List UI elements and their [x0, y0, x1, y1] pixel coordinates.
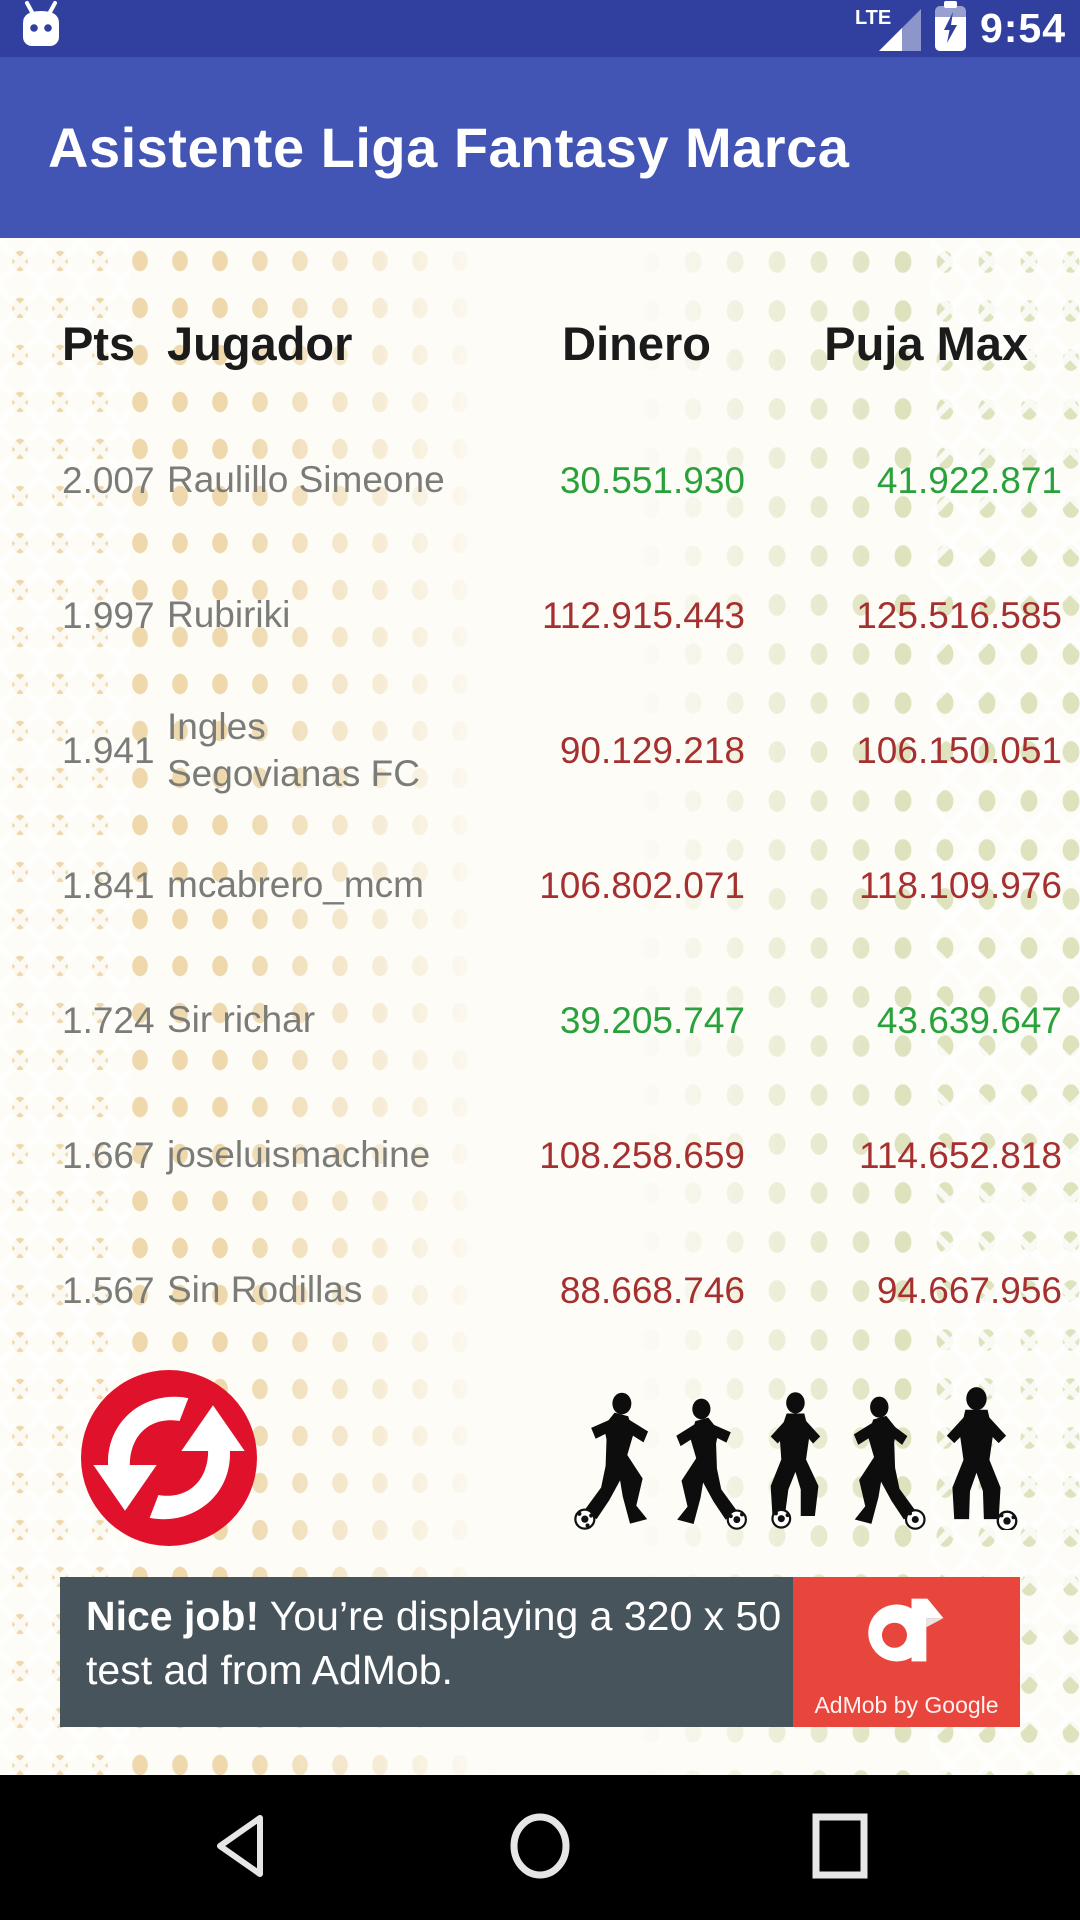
player-name: Raulillo Simeone — [167, 459, 445, 501]
header-max-bid: Puja Max — [824, 317, 1028, 370]
player-points: 1.841 — [62, 864, 155, 906]
player-money: 88.668.746 — [559, 1269, 745, 1311]
ad-brand-panel: AdMob by Google — [793, 1577, 1020, 1727]
recents-icon — [809, 1812, 871, 1883]
player-name: joseluismachine — [167, 1134, 431, 1176]
signal-strength-icon: LTE — [855, 5, 921, 53]
footballer-icon — [753, 1388, 837, 1530]
header-pts: Pts — [62, 317, 136, 370]
header-player: Jugador — [167, 317, 353, 370]
recents-button[interactable] — [804, 1812, 876, 1884]
player-points: 1.997 — [62, 594, 155, 636]
player-money: 39.205.747 — [559, 999, 745, 1041]
player-money: 90.129.218 — [559, 729, 745, 771]
status-bar: LTE 9:54 — [0, 0, 1080, 57]
home-button[interactable] — [504, 1812, 576, 1884]
back-icon — [210, 1812, 270, 1883]
player-max-bid: 114.652.818 — [858, 1134, 1062, 1176]
player-max-bid: 125.516.585 — [856, 594, 1062, 636]
player-max-bid: 43.639.647 — [876, 999, 1062, 1041]
player-name: Rubiriki — [167, 594, 291, 636]
ad-message: Nice job! You’re displaying a 320 x 50 t… — [60, 1577, 793, 1727]
player-points: 1.567 — [62, 1269, 155, 1311]
table-row: 1.997 Rubiriki 112.915.443 125.516.585 — [0, 548, 1080, 683]
player-money: 112.915.443 — [541, 594, 745, 636]
player-money: 108.258.659 — [539, 1134, 745, 1176]
table-body: 2.007 Raulillo Simeone 30.551.930 41.922… — [0, 413, 1080, 1358]
refresh-icon — [81, 1370, 257, 1546]
footballers-graphic — [572, 1385, 1020, 1530]
player-name: mcabrero_mcm — [167, 864, 424, 906]
header-money: Dinero — [562, 317, 711, 370]
table-row: 1.841 mcabrero_mcm 106.802.071 118.109.9… — [0, 818, 1080, 953]
battery-charging-icon — [934, 1, 966, 56]
footballer-icon — [665, 1396, 749, 1530]
table-row: 1.567 Sin Rodillas 88.668.746 94.667.956 — [0, 1223, 1080, 1358]
app-bar: Asistente Liga Fantasy Marca — [0, 57, 1080, 238]
player-max-bid: 94.667.956 — [876, 1269, 1062, 1311]
home-icon — [506, 1812, 574, 1883]
player-points: 2.007 — [62, 459, 155, 501]
player-max-bid: 41.922.871 — [876, 459, 1062, 501]
table-header: Pts Jugador Dinero Puja Max — [0, 316, 1080, 371]
android-mascot-icon — [14, 0, 68, 58]
footballer-icon — [842, 1394, 928, 1530]
ad-banner[interactable]: Nice job! You’re displaying a 320 x 50 t… — [60, 1577, 1020, 1727]
player-points: 1.667 — [62, 1134, 155, 1176]
table-row: 1.667 joseluismachine 108.258.659 114.65… — [0, 1088, 1080, 1223]
player-name: Sir richar — [167, 999, 316, 1041]
network-type-label: LTE — [854, 6, 892, 29]
player-points: 1.941 — [62, 729, 155, 771]
table-row: 2.007 Raulillo Simeone 30.551.930 41.922… — [0, 413, 1080, 548]
player-points: 1.724 — [62, 999, 155, 1041]
content-area: Pts Jugador Dinero Puja Max 2.007 Raulil… — [0, 238, 1080, 1775]
footballer-icon — [932, 1385, 1020, 1530]
ad-brand-text: AdMob by Google — [814, 1692, 999, 1718]
player-money: 106.802.071 — [539, 864, 745, 906]
back-button[interactable] — [204, 1812, 276, 1884]
ad-message-bold: Nice job! — [86, 1593, 260, 1639]
page-title: Asistente Liga Fantasy Marca — [48, 116, 850, 179]
admob-logo-icon — [866, 1577, 948, 1668]
footballer-icon — [572, 1390, 660, 1530]
android-navigation-bar — [0, 1775, 1080, 1920]
table-row: 1.724 Sir richar 39.205.747 43.639.647 — [0, 953, 1080, 1088]
player-max-bid: 118.109.976 — [858, 864, 1062, 906]
player-name: Ingles Segovianas FC — [167, 706, 420, 794]
player-money: 30.551.930 — [559, 459, 745, 501]
player-name: Sin Rodillas — [167, 1269, 363, 1311]
player-max-bid: 106.150.051 — [856, 729, 1062, 771]
clock: 9:54 — [979, 5, 1066, 51]
table-row: 1.941 Ingles Segovianas FC 90.129.218 10… — [0, 683, 1080, 818]
refresh-button[interactable] — [81, 1370, 257, 1546]
